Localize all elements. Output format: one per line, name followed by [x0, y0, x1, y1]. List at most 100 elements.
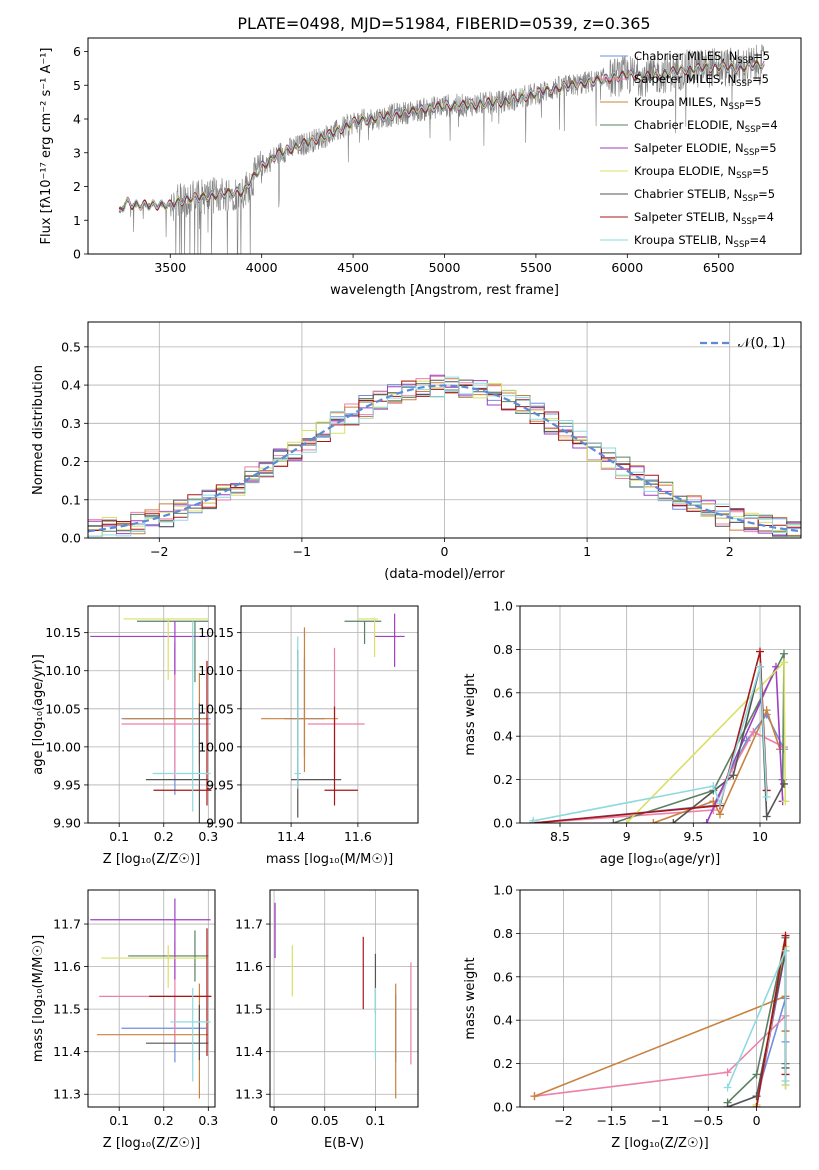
y-tick-label: 10.00 [198, 739, 234, 754]
y-tick-label: 0 [73, 247, 81, 262]
x-tick-label: 2 [726, 544, 734, 559]
y-tick-label: 0.2 [493, 1056, 513, 1071]
y-tick-label: 6 [73, 44, 81, 59]
y-tick-label: 9.90 [206, 816, 234, 831]
weight-marker-chabrier-elodie [752, 1070, 761, 1079]
x-tick-label: 0.3 [198, 829, 218, 844]
weight-marker-kroupa-elodie [622, 819, 631, 823]
legend-label-suffix: =5 [744, 95, 761, 109]
errorbar-chabrier-stelib [145, 1004, 209, 1061]
weight-marker-kroupa-stelib [529, 816, 538, 823]
axes-frame [87, 37, 802, 255]
weight-marker-salpeter-stelib [756, 647, 764, 656]
y-tick-label: 9.90 [53, 816, 81, 831]
plot-area [88, 374, 801, 537]
x-axis-label: E(B-V) [324, 1136, 364, 1151]
legend-label-main: Chabrier STELIB, N [634, 187, 742, 201]
plot-area [118, 44, 765, 254]
weight-marker-kroupa-stelib [756, 662, 764, 671]
weight-marker-chabrier-stelib [723, 1103, 732, 1107]
y-tick-label: 0.8 [493, 642, 513, 657]
x-axis-label: mass [log₁₀(M/M☉)] [266, 852, 393, 867]
y-tick-label: 0.2 [493, 772, 513, 787]
y-tick-label: 0.0 [61, 531, 81, 546]
x-tick-label: −0.5 [693, 1113, 723, 1128]
plot-area [530, 931, 790, 1107]
legend-label-main: Chabrier ELODIE, N [634, 118, 745, 132]
errorbar-kroupa-stelib [170, 987, 211, 1082]
legend-label-sub: SSP [742, 194, 758, 204]
weight-marker-kroupa-stelib [716, 799, 724, 808]
x-tick-label: −1 [293, 544, 311, 559]
legend-label-suffix: =5 [753, 49, 770, 63]
x-tick-label: −1 [651, 1113, 669, 1128]
weight-line-salpeter-stelib [533, 651, 768, 823]
model-kroupa-stelib [118, 61, 765, 213]
chart-residuals: −2 −1 0 1 2 0.0 0.1 0.2 0.3 0.4 0.5 (data-model)/er… [31, 321, 802, 582]
legend-label-chabrier-elodie: Chabrier ELODIE, NSSP=4 [634, 118, 778, 135]
x-axis-label: Z [log₁₀(Z/Z☉)] [103, 852, 200, 867]
weight-line-kroupa-stelib [533, 666, 768, 822]
chart-weight-vs-Z: −2 −1.5 −1 −0.5 0 0.0 0.2 0.4 0.6 0.8 1.0 Z [log₁₀(… [463, 883, 801, 1151]
errorbar-kroupa-miles [96, 983, 209, 1099]
legend-label-suffix: =5 [760, 141, 777, 155]
x-axis-label: Z [log₁₀(Z/Z☉)] [611, 1136, 708, 1151]
y-tick-label: 11.7 [235, 917, 263, 932]
axes-frame [519, 889, 801, 1108]
plot-area [274, 902, 412, 1099]
y-tick-label: 10.05 [45, 701, 81, 716]
legend-label-sub: SSP [744, 148, 760, 158]
y-tick-label: 0.3 [61, 416, 81, 431]
weight-marker-salpeter-miles [749, 727, 758, 736]
legend-label-main: Salpeter ELODIE, N [634, 141, 744, 155]
y-tick-label: 11.4 [53, 1044, 81, 1059]
y-axis-label: mass [log₁₀(M/M☉)] [31, 935, 46, 1062]
weight-line-chabrier-stelib [672, 666, 785, 823]
errorbar-salpeter-stelib [149, 928, 212, 1056]
weight-marker-kroupa-miles [530, 1092, 539, 1101]
x-tick-label: 8.5 [550, 829, 570, 844]
weight-marker-kroupa-stelib [709, 782, 718, 791]
y-tick-label: 0.4 [493, 729, 513, 744]
y-axis-label: mass weight [463, 957, 478, 1039]
plot-area [529, 647, 790, 823]
legend-label-main: Salpeter MILES, N [634, 72, 736, 86]
errorbar-salpeter-elodie [374, 613, 405, 667]
y-tick-label: 0.0 [493, 816, 513, 831]
x-tick-label: 0.05 [311, 1113, 339, 1128]
y-tick-label: 11.7 [53, 917, 81, 932]
y-tick-label: 4 [73, 112, 81, 127]
y-tick-label: 11.6 [235, 959, 263, 974]
errorbar-kroupa-elodie [123, 618, 209, 680]
errorbar-salpeter-miles [121, 647, 211, 778]
weight-marker-kroupa-elodie [781, 797, 790, 806]
axes-frame [519, 605, 801, 824]
errorbar-salpeter-miles [307, 647, 365, 778]
legend-label-main: Kroupa STELIB, N [634, 233, 734, 247]
figure-title: PLATE=0498, MJD=51984, FIBERID=0539, z=0… [237, 14, 650, 33]
legend-label-sub: SSP [736, 79, 752, 89]
x-tick-label: 6500 [703, 260, 735, 275]
weight-marker-chabrier-stelib [729, 771, 738, 780]
plot-area [90, 618, 212, 823]
y-axis-label: Flux [fλ10⁻¹⁷ erg cm⁻² s⁻¹ A⁻¹] [39, 48, 54, 245]
x-axis-label: (data-model)/error [384, 567, 505, 582]
errorbar-kroupa-miles [261, 627, 338, 772]
legend-label-suffix: =5 [752, 164, 769, 178]
legend-label-salpeter-miles: Salpeter MILES, NSSP=5 [634, 72, 769, 89]
errorbar-chabrier-stelib [291, 650, 342, 818]
errorbar-salpeter-stelib [324, 706, 358, 806]
x-tick-label: 0 [270, 1113, 278, 1128]
legend-label-sub: SSP [736, 171, 752, 181]
errorbar-kroupa-elodie [357, 618, 378, 658]
errorbar-salpeter-elodie [90, 621, 209, 675]
x-tick-label: 0.2 [154, 1113, 174, 1128]
x-tick-label: 0.1 [109, 1113, 129, 1128]
x-tick-label: 0.1 [365, 1113, 385, 1128]
x-tick-label: 6000 [611, 260, 643, 275]
errorbar-kroupa-miles [123, 673, 209, 765]
legend-label-sub: SSP [734, 240, 750, 250]
legend-label-suffix: =5 [758, 187, 775, 201]
y-tick-label: 0.1 [61, 492, 81, 507]
